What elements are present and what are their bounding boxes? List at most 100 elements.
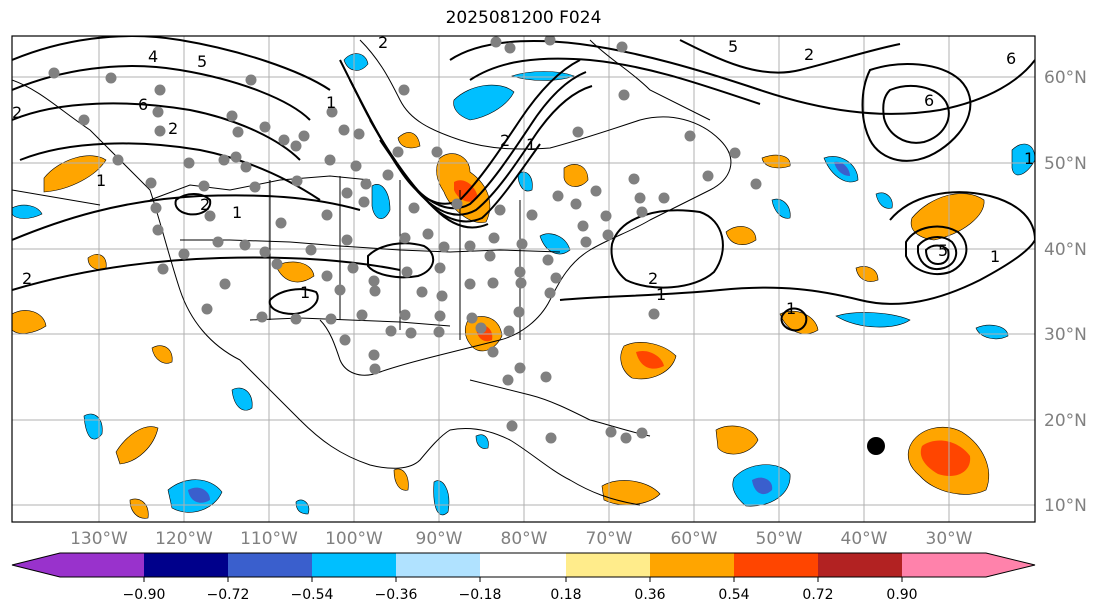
anomaly-fill-layer — [12, 53, 1035, 519]
contour-label: 2 — [500, 131, 510, 150]
contour-label: 2 — [804, 45, 814, 64]
contour-label: 5 — [728, 37, 738, 56]
colorbar-segment — [312, 553, 396, 577]
colorbar-segment — [396, 553, 480, 577]
positive-anomaly-area — [393, 468, 409, 491]
longitude-tick-label: 130°W — [70, 529, 128, 549]
contour-label: 2 — [168, 119, 178, 138]
positive-anomaly-area — [115, 426, 159, 465]
colorbar-segment — [228, 553, 312, 577]
colorbar-tick-label: −0.36 — [375, 587, 418, 603]
negative-anomaly-area — [517, 171, 533, 192]
positive-anomaly-area — [715, 425, 759, 455]
longitude-tick-label: 30°W — [926, 529, 973, 549]
colorbar-segment — [144, 553, 228, 577]
contour-label: 6 — [1006, 49, 1016, 68]
negative-anomaly-area — [511, 71, 575, 81]
contour-label-layer: 4 5 2 6 2 1 2 1 2 2 1 1 2 1 5 6 6 2 1 2 … — [12, 36, 1034, 318]
positive-anomaly-area — [779, 310, 819, 335]
colorbar-tick-label: 0.54 — [718, 587, 749, 603]
negative-anomaly-area — [453, 84, 515, 121]
negative-anomaly-area — [752, 477, 773, 495]
latitude-tick-label: 60°N — [1044, 68, 1087, 88]
negative-anomaly-area — [343, 53, 369, 71]
colorbar-tick-label: −0.54 — [291, 587, 334, 603]
contour-label: 2 — [200, 195, 210, 214]
colorbar-tick-label: 0.18 — [550, 587, 581, 603]
contour-label: 2 — [22, 269, 32, 288]
contour-label: 1 — [1024, 149, 1034, 168]
colorbar: −0.90 −0.72 −0.54 −0.36 −0.18 0.18 0.36 … — [11, 552, 1036, 603]
negative-anomaly-area — [83, 413, 103, 440]
longitude-tick-label: 100°W — [325, 529, 383, 549]
map-frame — [11, 35, 1036, 523]
contour-label: 1 — [526, 135, 536, 154]
positive-anomaly-area — [12, 310, 47, 334]
colorbar-under-arrow — [12, 553, 60, 577]
negative-anomaly-area — [231, 387, 253, 411]
longitude-tick-label: 110°W — [240, 529, 298, 549]
contour-label: 1 — [300, 283, 310, 302]
negative-anomaly-area — [371, 184, 391, 219]
positive-anomaly-area — [87, 254, 107, 270]
colorbar-tick-label: −0.18 — [459, 587, 502, 603]
station-points — [48, 36, 762, 444]
negative-anomaly-area — [12, 204, 43, 219]
positive-anomaly-area — [601, 480, 661, 506]
longitude-tick-label: 70°W — [586, 529, 633, 549]
contour-label: 1 — [232, 203, 242, 222]
latitude-tick-label: 30°N — [1044, 325, 1087, 345]
positive-anomaly-area — [636, 350, 664, 369]
colorbar-outline — [11, 552, 1036, 578]
contour-label: 1 — [990, 247, 1000, 266]
negative-anomaly-area — [433, 480, 450, 516]
colorbar-segment — [734, 553, 818, 577]
colorbar-segment — [902, 553, 986, 577]
latitude-tick-label: 40°N — [1044, 240, 1087, 260]
contour-label: 6 — [138, 95, 148, 114]
longitude-tick-label: 50°W — [756, 529, 803, 549]
negative-anomaly-area — [295, 499, 310, 515]
positive-anomaly-area — [397, 132, 421, 149]
latitude-axis: 60°N 50°N 40°N 30°N 20°N 10°N — [1044, 68, 1087, 516]
colorbar-segment — [818, 553, 902, 577]
contour-label: 2 — [12, 103, 22, 122]
positive-anomaly-area — [563, 164, 589, 187]
contour-label: 4 — [148, 47, 158, 66]
colorbar-segment — [480, 553, 566, 577]
longitude-tick-label: 60°W — [671, 529, 718, 549]
contour-label: 1 — [96, 171, 106, 190]
negative-anomaly-area — [539, 233, 571, 255]
negative-anomaly-area — [835, 312, 911, 328]
longitude-tick-label: 120°W — [155, 529, 213, 549]
negative-anomaly-area — [771, 198, 791, 219]
map-title: 2025081200 F024 — [445, 8, 602, 28]
latitude-tick-label: 10°N — [1044, 496, 1087, 516]
contour-label: 6 — [924, 91, 934, 110]
storm-position-marker — [867, 437, 885, 455]
positive-anomaly-area — [129, 498, 149, 519]
positive-anomaly-area — [910, 193, 985, 241]
contour-label: 1 — [326, 93, 336, 112]
colorbar-tick-label: 0.36 — [634, 587, 665, 603]
negative-anomaly-area — [875, 192, 893, 209]
colorbar-over-arrow — [986, 553, 1035, 577]
longitude-tick-label: 80°W — [501, 529, 548, 549]
positive-anomaly-area — [275, 261, 315, 283]
colorbar-tick-label: −0.90 — [123, 587, 166, 603]
negative-anomaly-area — [188, 487, 210, 503]
contour-label: 5 — [197, 52, 207, 71]
contour-label: 2 — [648, 269, 658, 288]
colorbar-tick-label: −0.72 — [207, 587, 250, 603]
colorbar-tick-label: 0.90 — [886, 587, 917, 603]
contour-lines — [12, 36, 1035, 332]
colorbar-segment — [650, 553, 734, 577]
colorbar-segment — [60, 553, 144, 577]
positive-anomaly-area — [725, 226, 757, 245]
contour-label: 1 — [656, 285, 666, 304]
colorbar-tick-label: 0.72 — [802, 587, 833, 603]
longitude-axis: 130°W 120°W 110°W 100°W 90°W 80°W 70°W 6… — [70, 529, 973, 549]
positive-anomaly-area — [855, 266, 879, 282]
positive-anomaly-area — [151, 345, 173, 364]
